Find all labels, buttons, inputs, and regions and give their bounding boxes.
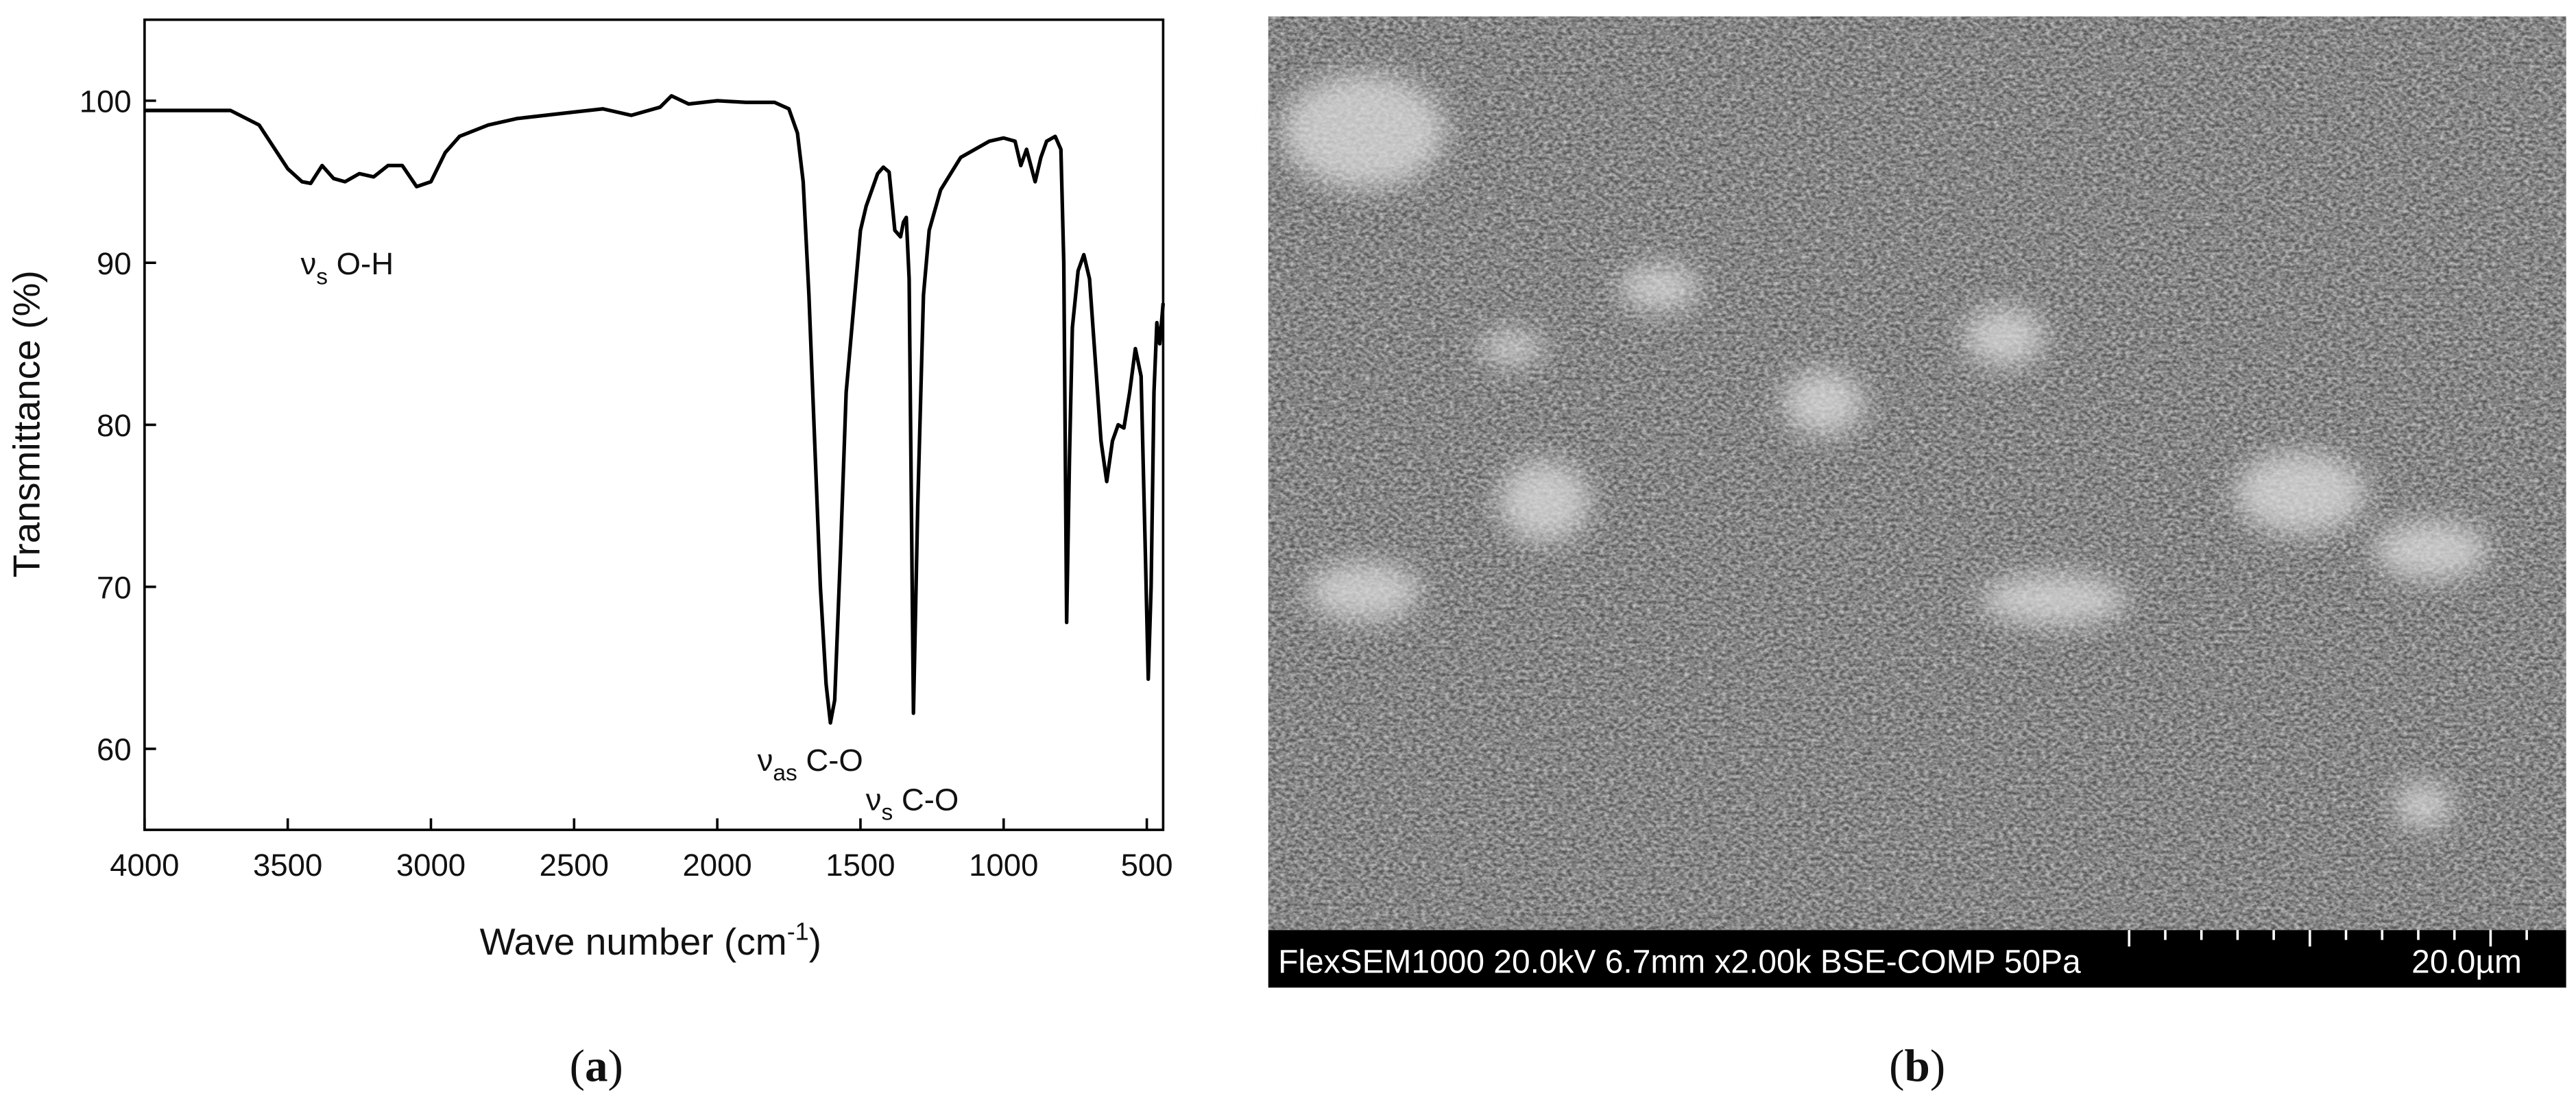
sem-image: FlexSEM1000 20.0kV 6.7mm x2.00k BSE-COMP… <box>1268 16 2566 988</box>
x-tick-label: 2000 <box>683 848 752 883</box>
annotation-sub: s <box>316 265 328 290</box>
annotation: νs O-H <box>300 246 394 289</box>
x-tick-label: 3500 <box>253 848 322 883</box>
panel-label: (b) <box>1889 1040 1945 1092</box>
annotation: νs C-O <box>866 782 959 825</box>
annotation-sub: s <box>881 800 893 826</box>
letter: a <box>585 1040 608 1092</box>
spectrum-line <box>144 94 1166 725</box>
x-tick-label: 1500 <box>826 848 895 883</box>
x-tick-label: 2500 <box>540 848 609 883</box>
y-tick-label: 90 <box>97 246 132 281</box>
panel-label: (a) <box>570 1040 623 1092</box>
y-tick-label: 70 <box>97 570 132 605</box>
annotation-symbol: ν <box>866 782 882 817</box>
annotation-symbol: ν <box>300 246 316 281</box>
sem-caption: FlexSEM1000 20.0kV 6.7mm x2.00k BSE-COMP… <box>1278 944 2081 981</box>
x-tick-label: 4000 <box>110 848 179 883</box>
paren: ( <box>1889 1040 1904 1092</box>
sem-scale: 20.0µm <box>2411 944 2522 981</box>
paren: ) <box>608 1040 623 1092</box>
annotation-rest: C-O <box>893 782 959 817</box>
x-label-sup: -1 <box>787 918 809 946</box>
annotation: νas C-O <box>758 743 863 786</box>
letter: b <box>1905 1040 1930 1092</box>
y-axis-label: Transmittance (%) <box>5 270 48 577</box>
x-tick-label: 3000 <box>396 848 466 883</box>
x-tick-label: 1000 <box>969 848 1038 883</box>
annotation-symbol: ν <box>758 743 773 778</box>
x-tick-label: 500 <box>1121 848 1173 883</box>
annotation-rest: C-O <box>797 743 863 778</box>
annotation-sub: as <box>773 761 797 786</box>
y-tick-label: 80 <box>97 408 132 443</box>
y-tick-label: 100 <box>80 84 132 119</box>
x-axis-label: Wave number (cm-1) <box>480 918 821 964</box>
annotation-rest: O-H <box>328 246 394 281</box>
x-label-end: ) <box>809 920 821 963</box>
paren: ( <box>570 1040 585 1092</box>
y-tick-label: 60 <box>97 732 132 767</box>
paren: ) <box>1930 1040 1945 1092</box>
x-label-text: Wave number (cm <box>480 920 787 963</box>
